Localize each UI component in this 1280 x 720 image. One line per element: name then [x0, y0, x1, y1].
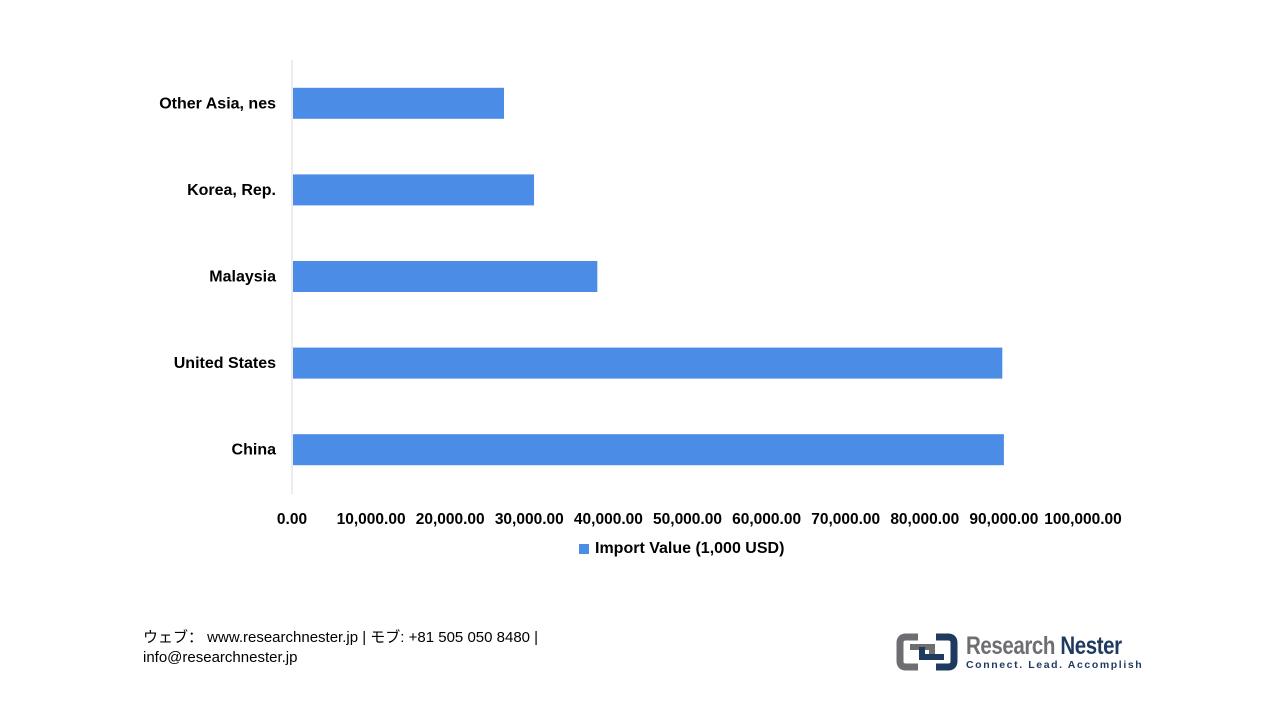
- x-tick-label: 70,000.00: [811, 511, 880, 528]
- category-label-malaysia: Malaysia: [209, 269, 276, 286]
- category-label-china: China: [232, 442, 277, 459]
- bar-other-asia-nes: [293, 87, 504, 119]
- logo-word-research: Research: [966, 632, 1056, 660]
- x-tick-label: 90,000.00: [969, 511, 1038, 528]
- research-nester-logo: Research Nester Connect. Lead. Accomplis…: [896, 633, 1156, 671]
- logo-tagline: Connect. Lead. Accomplish: [966, 659, 1144, 671]
- legend: Import Value (1,000 USD): [579, 540, 784, 558]
- bar-united-states: [293, 347, 1003, 379]
- contact-info: ウェブ： www.researchnester.jp | モブ: +81 505…: [143, 628, 538, 668]
- bar-korea-rep: [293, 174, 535, 206]
- legend-label: Import Value (1,000 USD): [595, 540, 785, 557]
- category-labels: Other Asia, nes Korea, Rep. Malaysia United…: [159, 95, 276, 458]
- category-label-other-asia-nes: Other Asia, nes: [159, 95, 276, 112]
- bar-china: [293, 434, 1004, 466]
- x-tick-label: 0.00: [277, 511, 307, 528]
- logo-mark-icon: [896, 633, 958, 671]
- x-tick-label: 60,000.00: [732, 511, 801, 528]
- logo-word-nester: Nester: [1060, 632, 1122, 660]
- bar-chart: Other Asia, nes Korea, Rep. Malaysia United…: [159, 60, 1122, 528]
- bar-malaysia: [293, 261, 598, 292]
- legend-swatch: [579, 544, 589, 554]
- contact-line-1: ウェブ： www.researchnester.jp | モブ: +81 505…: [143, 629, 539, 646]
- x-tick-label: 40,000.00: [574, 511, 643, 528]
- x-tick-label: 30,000.00: [495, 511, 564, 528]
- contact-line-2: info@researchnester.jp: [143, 649, 298, 666]
- x-tick-label: 100,000.00: [1044, 511, 1122, 528]
- x-tick-label: 50,000.00: [653, 511, 722, 528]
- x-tick-label: 20,000.00: [416, 511, 485, 528]
- x-tick-label: 80,000.00: [890, 511, 959, 528]
- x-tick-label: 10,000.00: [337, 511, 406, 528]
- bars-group: [293, 87, 1004, 466]
- category-label-united-states: United States: [174, 355, 276, 372]
- x-tick-labels: 0.00 10,000.00 20,000.00 30,000.00 40,000.00…: [277, 511, 1122, 528]
- category-label-korea-rep: Korea, Rep.: [187, 182, 276, 199]
